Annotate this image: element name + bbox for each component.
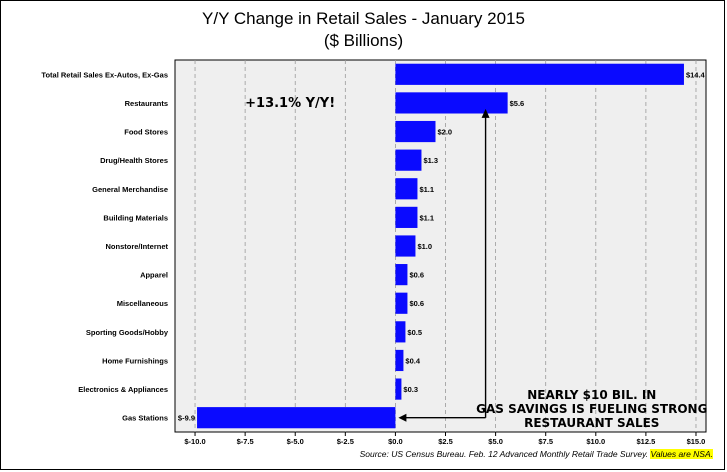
category-label-gas-stations: Gas Stations bbox=[122, 414, 168, 423]
source-text: Source: US Census Bureau. Feb. 12 Advanc… bbox=[359, 449, 651, 459]
bar-home-furnishings bbox=[395, 349, 404, 372]
source-highlight: Values are NSA. bbox=[650, 449, 713, 459]
bar-general-merchandise bbox=[395, 178, 418, 200]
x-tick-label: $-2.5 bbox=[337, 437, 354, 446]
value-label-apparel: $0.6 bbox=[409, 271, 424, 280]
category-label-nonstore-internet: Nonstore/Internet bbox=[105, 242, 168, 251]
value-label-building-materials: $1.1 bbox=[419, 213, 434, 222]
value-label-drug-health-stores: $1.3 bbox=[423, 156, 438, 165]
category-label-building-materials: Building Materials bbox=[103, 213, 168, 222]
value-label-electronics-appliances: $0.3 bbox=[403, 385, 418, 394]
value-label-general-merchandise: $1.1 bbox=[419, 185, 434, 194]
category-label-miscellaneous: Miscellaneous bbox=[117, 299, 168, 308]
value-label-sporting-goods-hobby: $0.5 bbox=[407, 328, 422, 337]
annotation-gas-savings-line: NEARLY $10 BIL. IN bbox=[527, 388, 656, 402]
x-tick-label: $12.5 bbox=[636, 437, 655, 446]
annotation-gas-savings-line: GAS SAVINGS IS FUELING STRONG bbox=[476, 402, 707, 416]
chart-subtitle: ($ Billions) bbox=[323, 31, 404, 50]
x-tick-label: $7.5 bbox=[538, 437, 553, 446]
bar-gas-stations bbox=[197, 407, 396, 429]
category-label-electronics-appliances: Electronics & Appliances bbox=[78, 385, 168, 394]
value-label-total-retail-sales-ex-autos-ex-gas: $14.4 bbox=[686, 70, 706, 79]
bar-nonstore-internet bbox=[395, 235, 416, 257]
x-tick-label: $-5.0 bbox=[287, 437, 304, 446]
arrow-head-up bbox=[481, 108, 490, 118]
category-label-food-stores: Food Stores bbox=[124, 128, 168, 137]
category-label-restaurants: Restaurants bbox=[125, 99, 168, 108]
bar-food-stores bbox=[395, 120, 436, 143]
bar-total-retail-sales-ex-autos-ex-gas bbox=[395, 63, 684, 85]
x-tick-label: $-10.0 bbox=[184, 437, 205, 446]
category-label-general-merchandise: General Merchandise bbox=[92, 185, 168, 194]
category-label-sporting-goods-hobby: Sporting Goods/Hobby bbox=[86, 328, 169, 337]
x-tick-label: $2.5 bbox=[438, 437, 453, 446]
annotation-gas-savings-line: RESTAURANT SALES bbox=[524, 416, 659, 430]
x-tick-label: $10.0 bbox=[586, 437, 605, 446]
bar-building-materials bbox=[395, 206, 418, 228]
value-label-gas-stations: $-9.9 bbox=[178, 414, 195, 423]
bar-miscellaneous bbox=[395, 292, 408, 314]
value-label-nonstore-internet: $1.0 bbox=[417, 242, 432, 251]
category-label-drug-health-stores: Drug/Health Stores bbox=[100, 156, 168, 165]
x-tick-label: $5.0 bbox=[488, 437, 503, 446]
value-label-miscellaneous: $0.6 bbox=[409, 299, 424, 308]
value-label-food-stores: $2.0 bbox=[437, 128, 452, 137]
x-tick-label: $15.0 bbox=[687, 437, 706, 446]
value-label-restaurants: $5.6 bbox=[510, 99, 525, 108]
annotation-growth: +13.1% Y/Y! bbox=[245, 96, 335, 111]
x-tick-label: $0.0 bbox=[388, 437, 403, 446]
x-tick-label: $-7.5 bbox=[237, 437, 254, 446]
chart-title: Y/Y Change in Retail Sales - January 201… bbox=[202, 9, 525, 28]
plot-area bbox=[174, 59, 707, 433]
category-label-home-furnishings: Home Furnishings bbox=[102, 356, 168, 365]
category-label-total-retail-sales-ex-autos-ex-gas: Total Retail Sales Ex-Autos, Ex-Gas bbox=[41, 70, 168, 79]
bar-electronics-appliances bbox=[395, 378, 402, 400]
bar-apparel bbox=[395, 264, 408, 286]
bar-restaurants bbox=[395, 92, 508, 114]
source-note: Source: US Census Bureau. Feb. 12 Advanc… bbox=[360, 449, 713, 459]
arrow-head-left bbox=[398, 413, 407, 422]
bar-drug-health-stores bbox=[395, 149, 422, 171]
bar-sporting-goods-hobby bbox=[395, 321, 406, 343]
value-label-home-furnishings: $0.4 bbox=[405, 356, 420, 365]
category-label-apparel: Apparel bbox=[140, 271, 168, 280]
